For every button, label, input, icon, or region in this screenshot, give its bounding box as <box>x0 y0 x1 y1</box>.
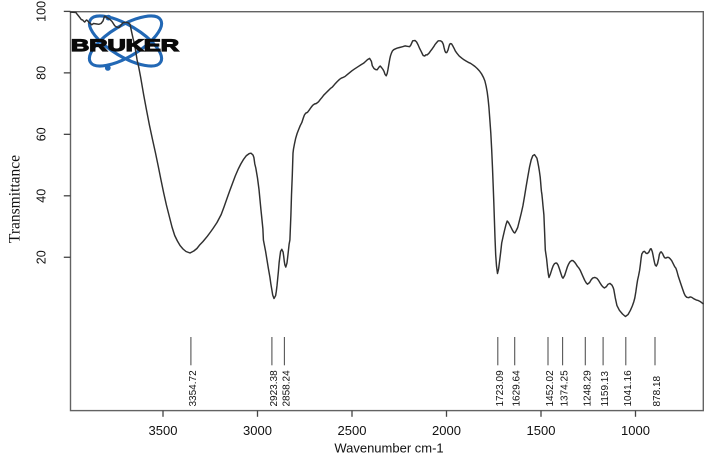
svg-text:80: 80 <box>35 66 49 80</box>
svg-text:1248.29: 1248.29 <box>582 370 593 407</box>
svg-text:2000: 2000 <box>432 423 461 438</box>
svg-text:1452.02: 1452.02 <box>545 370 556 407</box>
svg-text:BRUKER: BRUKER <box>71 37 179 55</box>
svg-text:1374.25: 1374.25 <box>560 370 571 407</box>
svg-text:1629.64: 1629.64 <box>512 370 523 407</box>
svg-text:1041.16: 1041.16 <box>623 370 634 407</box>
svg-text:1000: 1000 <box>621 423 650 438</box>
svg-text:3354.72: 3354.72 <box>188 370 199 407</box>
svg-text:1500: 1500 <box>527 423 556 438</box>
svg-text:Transmittance: Transmittance <box>7 155 24 243</box>
svg-text:1723.09: 1723.09 <box>495 370 506 407</box>
svg-text:1159.13: 1159.13 <box>600 371 611 407</box>
svg-text:2858.24: 2858.24 <box>281 370 292 407</box>
svg-text:40: 40 <box>35 189 49 203</box>
svg-text:20: 20 <box>35 250 49 264</box>
svg-text:2923.38: 2923.38 <box>269 370 280 407</box>
svg-text:3000: 3000 <box>243 423 272 438</box>
svg-text:60: 60 <box>35 127 49 141</box>
svg-text:2500: 2500 <box>338 423 367 438</box>
svg-text:3500: 3500 <box>149 423 178 438</box>
svg-text:Wavenumber cm-1: Wavenumber cm-1 <box>334 441 443 455</box>
svg-text:100: 100 <box>35 1 49 22</box>
svg-text:878.18: 878.18 <box>652 375 663 406</box>
